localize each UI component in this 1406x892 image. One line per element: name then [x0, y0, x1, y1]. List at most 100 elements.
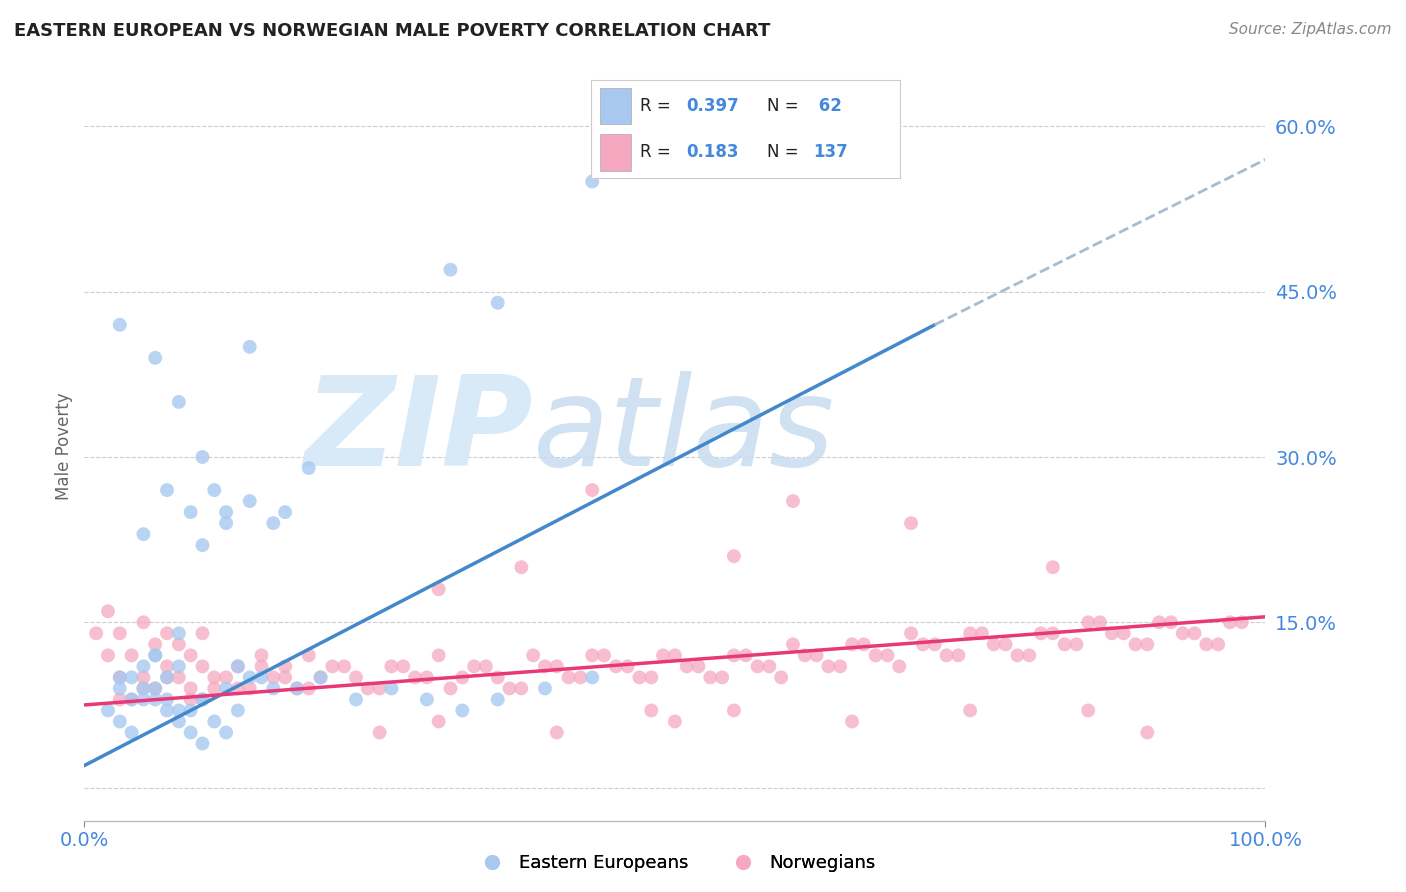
Point — [439, 262, 461, 277]
Point — [215, 670, 238, 684]
Text: Source: ZipAtlas.com: Source: ZipAtlas.com — [1229, 22, 1392, 37]
Point — [510, 681, 533, 696]
Point — [522, 648, 544, 663]
Point — [486, 670, 509, 684]
Point — [1147, 615, 1170, 630]
Point — [191, 626, 214, 640]
Text: R =: R = — [640, 144, 676, 161]
Legend: Eastern Europeans, Norwegians: Eastern Europeans, Norwegians — [467, 847, 883, 879]
Point — [734, 648, 756, 663]
Point — [416, 692, 439, 706]
Point — [605, 659, 627, 673]
Point — [156, 626, 179, 640]
Point — [202, 670, 225, 684]
Point — [486, 295, 509, 310]
Point — [215, 516, 238, 530]
Point — [298, 648, 321, 663]
Point — [427, 582, 450, 597]
Point — [298, 681, 321, 696]
Point — [274, 505, 297, 519]
Text: EASTERN EUROPEAN VS NORWEGIAN MALE POVERTY CORRELATION CHART: EASTERN EUROPEAN VS NORWEGIAN MALE POVER… — [14, 22, 770, 40]
Point — [1066, 637, 1088, 651]
Point — [463, 659, 485, 673]
Point — [392, 659, 415, 673]
Point — [309, 670, 332, 684]
Point — [108, 318, 131, 332]
Point — [758, 659, 780, 673]
Point — [1077, 615, 1099, 630]
Point — [439, 681, 461, 696]
Text: N =: N = — [766, 144, 804, 161]
Point — [156, 659, 179, 673]
Point — [935, 648, 957, 663]
Point — [723, 648, 745, 663]
Point — [1230, 615, 1253, 630]
Point — [132, 527, 155, 541]
Point — [652, 648, 675, 663]
Point — [84, 626, 107, 640]
Point — [546, 659, 568, 673]
Point — [948, 648, 970, 663]
Point — [167, 626, 190, 640]
Point — [202, 483, 225, 497]
Point — [156, 670, 179, 684]
Point — [782, 637, 804, 651]
Point — [262, 516, 284, 530]
Point — [581, 175, 603, 189]
Point — [250, 659, 273, 673]
Point — [1101, 626, 1123, 640]
Point — [1136, 637, 1159, 651]
Point — [1125, 637, 1147, 651]
Point — [121, 692, 143, 706]
Text: atlas: atlas — [533, 370, 835, 491]
Point — [1042, 560, 1064, 574]
Point — [628, 670, 651, 684]
Point — [675, 659, 697, 673]
Point — [404, 670, 426, 684]
Point — [1007, 648, 1029, 663]
Point — [180, 703, 202, 717]
Point — [876, 648, 898, 663]
Point — [451, 670, 474, 684]
Point — [793, 648, 815, 663]
Point — [1195, 637, 1218, 651]
Point — [451, 703, 474, 717]
Point — [132, 659, 155, 673]
Point — [298, 461, 321, 475]
Point — [108, 692, 131, 706]
Point — [723, 549, 745, 564]
Point — [865, 648, 887, 663]
Point — [143, 648, 166, 663]
Point — [143, 648, 166, 663]
Point — [333, 659, 356, 673]
Point — [143, 692, 166, 706]
Point — [924, 637, 946, 651]
Point — [616, 659, 638, 673]
Point — [132, 681, 155, 696]
Point — [180, 681, 202, 696]
Point — [167, 703, 190, 717]
Point — [959, 703, 981, 717]
Point — [132, 692, 155, 706]
Point — [889, 659, 911, 673]
Point — [156, 692, 179, 706]
Point — [250, 648, 273, 663]
Text: N =: N = — [766, 97, 804, 115]
Point — [97, 648, 120, 663]
Point — [108, 670, 131, 684]
Point — [569, 670, 592, 684]
Point — [108, 626, 131, 640]
Point — [593, 648, 616, 663]
Point — [180, 505, 202, 519]
Point — [534, 659, 557, 673]
Point — [1088, 615, 1111, 630]
Point — [191, 692, 214, 706]
Point — [688, 659, 710, 673]
Point — [1029, 626, 1052, 640]
Point — [475, 659, 498, 673]
Text: 0.183: 0.183 — [686, 144, 740, 161]
Point — [262, 670, 284, 684]
Point — [852, 637, 875, 651]
Point — [1018, 648, 1040, 663]
Point — [250, 670, 273, 684]
